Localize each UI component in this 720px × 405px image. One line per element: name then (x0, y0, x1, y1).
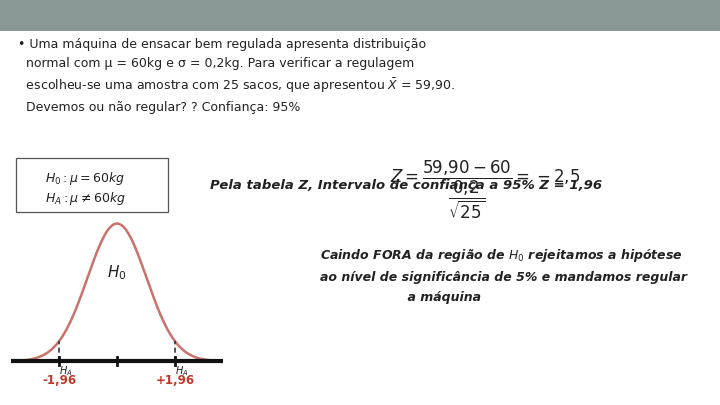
Text: +1,96: +1,96 (156, 374, 194, 387)
Text: $H_A$: $H_A$ (59, 364, 73, 378)
Text: • Uma máquina de ensacar bem regulada apresenta distribuição
  normal com μ = 60: • Uma máquina de ensacar bem regulada ap… (18, 38, 455, 114)
Text: $H_A: \mu \neq 60kg$: $H_A: \mu \neq 60kg$ (45, 190, 125, 207)
Text: Pela tabela Z, Intervalo de confiança a 95% Z = 1,96: Pela tabela Z, Intervalo de confiança a … (210, 179, 602, 192)
FancyBboxPatch shape (0, 0, 720, 31)
Text: Caindo FORA da região de $H_0$ rejeitamos a hipótese
ao nível de significância d: Caindo FORA da região de $H_0$ rejeitamo… (320, 247, 687, 304)
Text: $H_0$: $H_0$ (107, 263, 127, 282)
FancyBboxPatch shape (16, 158, 168, 212)
Text: $H_A$: $H_A$ (175, 364, 189, 378)
Text: $H_0: \mu = 60kg$: $H_0: \mu = 60kg$ (45, 170, 125, 187)
Text: -1,96: -1,96 (42, 374, 76, 387)
Text: $Z = \dfrac{59{,}90 - 60}{\dfrac{0{,}2}{\sqrt{25}}} = -2{,}5$: $Z = \dfrac{59{,}90 - 60}{\dfrac{0{,}2}{… (390, 159, 580, 221)
